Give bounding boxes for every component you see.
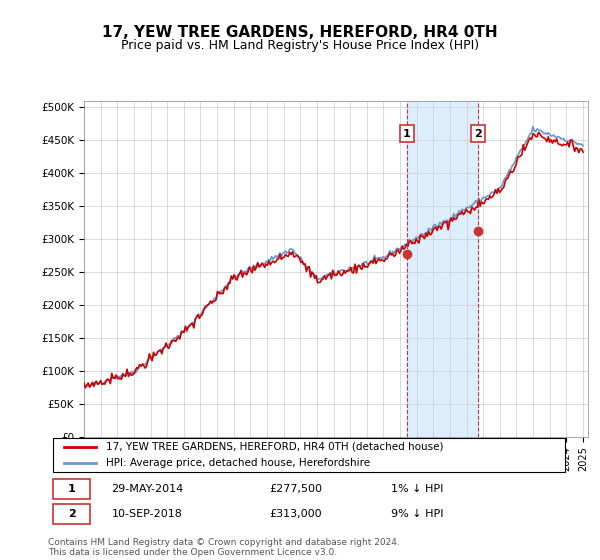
Text: 10-SEP-2018: 10-SEP-2018 (112, 509, 182, 519)
Text: 29-MAY-2014: 29-MAY-2014 (112, 484, 184, 493)
Text: Price paid vs. HM Land Registry's House Price Index (HPI): Price paid vs. HM Land Registry's House … (121, 39, 479, 52)
Text: 9% ↓ HPI: 9% ↓ HPI (391, 509, 444, 519)
Text: 1% ↓ HPI: 1% ↓ HPI (391, 484, 443, 493)
Text: 1: 1 (403, 129, 411, 139)
FancyBboxPatch shape (53, 438, 565, 473)
Text: £277,500: £277,500 (270, 484, 323, 493)
Text: 1: 1 (68, 484, 76, 493)
FancyBboxPatch shape (53, 504, 90, 524)
Text: 2: 2 (68, 509, 76, 519)
Text: £313,000: £313,000 (270, 509, 322, 519)
Text: 2: 2 (474, 129, 482, 139)
Text: 17, YEW TREE GARDENS, HEREFORD, HR4 0TH: 17, YEW TREE GARDENS, HEREFORD, HR4 0TH (102, 25, 498, 40)
Text: Contains HM Land Registry data © Crown copyright and database right 2024.
This d: Contains HM Land Registry data © Crown c… (48, 538, 400, 557)
Text: 17, YEW TREE GARDENS, HEREFORD, HR4 0TH (detached house): 17, YEW TREE GARDENS, HEREFORD, HR4 0TH … (106, 442, 443, 452)
Bar (407, 101, 478, 437)
FancyBboxPatch shape (53, 478, 90, 498)
Text: HPI: Average price, detached house, Herefordshire: HPI: Average price, detached house, Here… (106, 458, 370, 468)
